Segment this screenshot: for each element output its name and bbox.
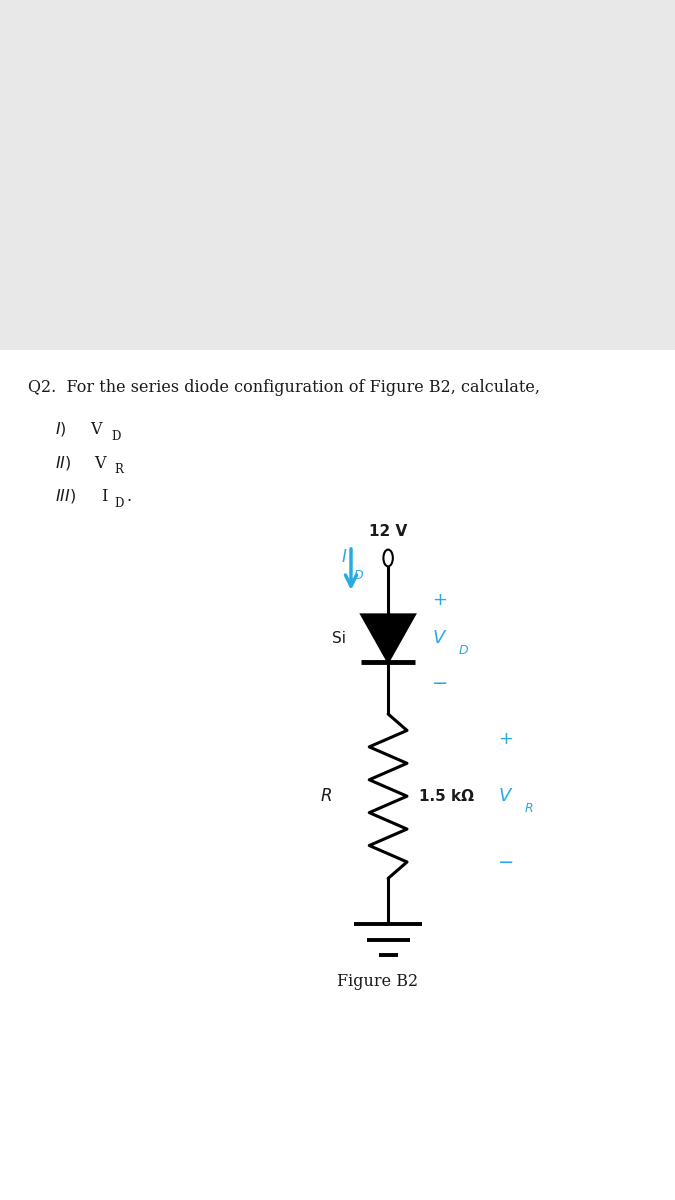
Bar [0,350,675,1200]
Text: V: V [90,421,102,438]
Text: $\mathit{III)}$: $\mathit{III)}$ [55,487,76,505]
Text: $\mathit{R}$: $\mathit{R}$ [524,802,533,815]
Text: R: R [115,463,124,476]
Text: $\mathit{R}$: $\mathit{R}$ [320,787,332,805]
Text: +: + [432,590,447,608]
Text: $\mathit{V}$: $\mathit{V}$ [498,787,514,805]
Text: $\mathit{II)}$: $\mathit{II)}$ [55,454,72,472]
Text: −: − [432,674,448,694]
Text: $\mathit{V}$: $\mathit{V}$ [432,629,448,648]
Text: 12 V: 12 V [369,523,407,539]
Text: D: D [111,430,121,443]
Text: −: − [498,853,514,871]
Text: +: + [498,730,513,748]
Text: 1.5 kΩ: 1.5 kΩ [419,788,474,804]
Bar [0,0,675,350]
Text: Figure B2: Figure B2 [338,973,418,990]
Text: V: V [94,455,105,472]
Text: $\mathit{D}$: $\mathit{D}$ [458,644,468,656]
Polygon shape [361,614,415,662]
Text: Q2.  For the series diode configuration of Figure B2, calculate,: Q2. For the series diode configuration o… [28,379,541,396]
Text: D: D [115,497,124,510]
Text: I: I [101,488,107,505]
Text: $\mathit{D}$: $\mathit{D}$ [353,569,364,582]
Text: $\mathit{I}$: $\mathit{I}$ [341,548,348,566]
Text: $\mathit{I)}$: $\mathit{I)}$ [55,420,67,438]
Text: Si: Si [332,631,346,646]
Text: .: . [127,488,132,505]
